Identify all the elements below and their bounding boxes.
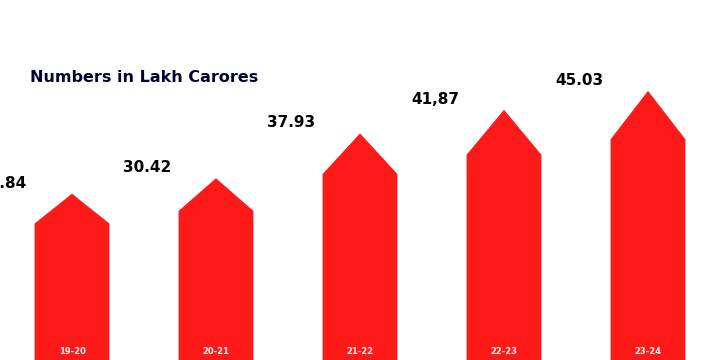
Text: BUGGET INCRESES BY 61% IN LAST 5 YEARS: BUGGET INCRESES BY 61% IN LAST 5 YEARS: [119, 21, 601, 40]
Text: Numbers in Lakh Carores: Numbers in Lakh Carores: [30, 70, 258, 85]
Text: 41,87: 41,87: [411, 92, 459, 107]
Text: 20-21: 20-21: [202, 347, 230, 356]
Text: 21-22: 21-22: [346, 347, 374, 356]
Text: 22-23: 22-23: [490, 347, 518, 356]
Polygon shape: [179, 178, 253, 360]
Text: 19-20: 19-20: [58, 347, 86, 356]
Polygon shape: [323, 133, 397, 360]
Text: 27.84: 27.84: [0, 176, 27, 191]
Polygon shape: [467, 110, 541, 360]
Text: 23-24: 23-24: [634, 347, 662, 356]
Text: 30.42: 30.42: [123, 160, 171, 175]
Text: 37.93: 37.93: [267, 115, 315, 130]
Polygon shape: [35, 194, 109, 360]
Polygon shape: [611, 91, 685, 360]
Text: 45.03: 45.03: [555, 73, 603, 88]
